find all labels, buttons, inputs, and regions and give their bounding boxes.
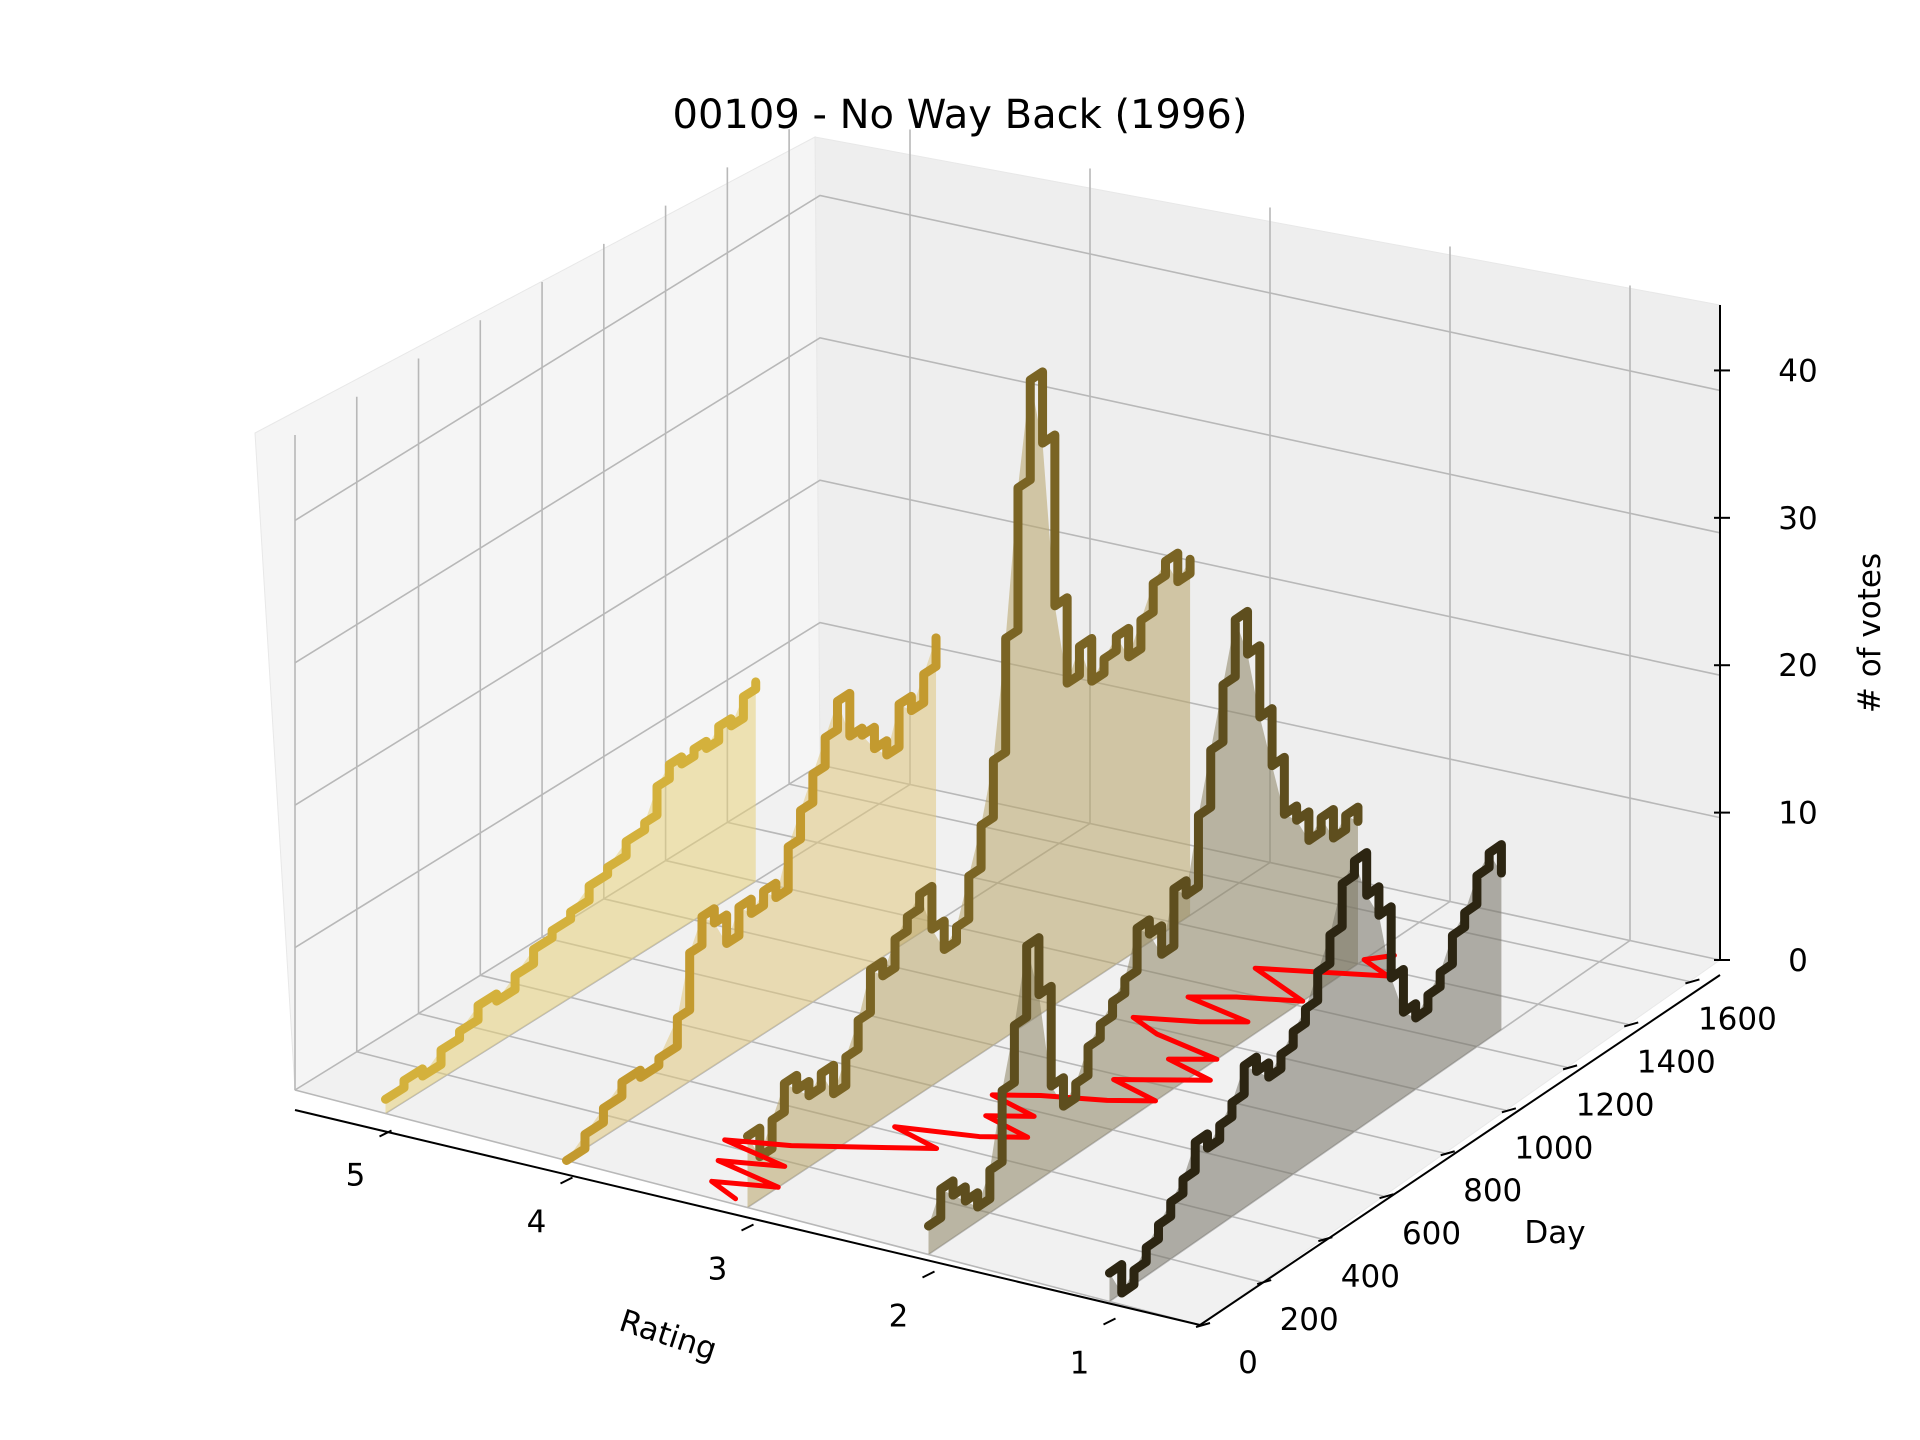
x-tick-label-5: 5 xyxy=(346,1158,366,1194)
series-line-rating-2 xyxy=(924,606,1363,1231)
chart-title: 00109 - No Way Back (1996) xyxy=(673,92,1248,138)
y-tick-400 xyxy=(1318,1236,1333,1243)
wall-gridline-votes xyxy=(294,479,1721,806)
x-axis-label: Rating xyxy=(615,1303,721,1368)
y-tick-1400 xyxy=(1623,1021,1639,1028)
chart-panes xyxy=(254,136,1722,1326)
y-tick-label-1000: 1000 xyxy=(1514,1130,1593,1166)
x-axis-line xyxy=(294,1109,1201,1326)
z-tick-label-20: 20 xyxy=(1778,648,1817,684)
x-tick-label-2: 2 xyxy=(889,1299,909,1335)
series-fill-rating-3 xyxy=(747,380,1191,1208)
y-tick-200 xyxy=(1256,1279,1272,1286)
y-axis-label: Day xyxy=(1524,1215,1585,1251)
series-fill-rating-4 xyxy=(566,637,937,1161)
mean-rating-line xyxy=(709,952,1397,1202)
wall-gridline-votes xyxy=(294,336,1721,664)
x-tick-1 xyxy=(1103,1317,1116,1326)
y-tick-600 xyxy=(1379,1193,1394,1200)
x-tick-label-4: 4 xyxy=(527,1205,547,1241)
x-tick-3 xyxy=(741,1223,754,1232)
x-tick-4 xyxy=(560,1176,573,1185)
wall-gridline-votes xyxy=(294,194,1721,522)
y-tick-label-1400: 1400 xyxy=(1637,1044,1716,1080)
series-line-rating-4 xyxy=(562,633,941,1165)
chart-axes xyxy=(294,305,1721,1326)
z-tick-label-40: 40 xyxy=(1778,353,1817,389)
y-tick-800 xyxy=(1440,1150,1455,1157)
x-tick-2 xyxy=(922,1270,935,1279)
y-tick-label-400: 400 xyxy=(1341,1259,1400,1295)
y-tick-1200 xyxy=(1562,1064,1578,1071)
y-tick-label-800: 800 xyxy=(1463,1173,1522,1209)
z-tick-label-30: 30 xyxy=(1778,501,1817,537)
z-tick-label-0: 0 xyxy=(1788,943,1808,979)
y-axis-line xyxy=(1199,974,1721,1326)
y-tick-label-1600: 1600 xyxy=(1698,1001,1777,1037)
x-tick-5 xyxy=(379,1129,392,1138)
series-lines xyxy=(381,367,1506,1298)
series-line-rating-3 xyxy=(743,367,1195,1162)
z-tick-label-10: 10 xyxy=(1778,796,1817,832)
y-tick-label-0: 0 xyxy=(1238,1345,1258,1381)
series-fill-rating-1 xyxy=(1109,853,1502,1302)
series-line-rating-5 xyxy=(381,677,761,1104)
z-axis-label: # of votes xyxy=(1852,553,1888,713)
x-tick-label-1: 1 xyxy=(1070,1346,1090,1382)
y-tick-label-200: 200 xyxy=(1280,1302,1339,1338)
series-line-rating-1 xyxy=(1105,840,1506,1298)
x-tick-label-3: 3 xyxy=(708,1252,728,1288)
y-tick-0 xyxy=(1195,1322,1211,1328)
y-tick-label-600: 600 xyxy=(1402,1216,1461,1252)
wall-gridline-votes xyxy=(294,621,1721,949)
y-tick-1600 xyxy=(1685,978,1700,985)
y-tick-1000 xyxy=(1501,1107,1517,1114)
y-tick-label-1200: 1200 xyxy=(1576,1087,1655,1123)
